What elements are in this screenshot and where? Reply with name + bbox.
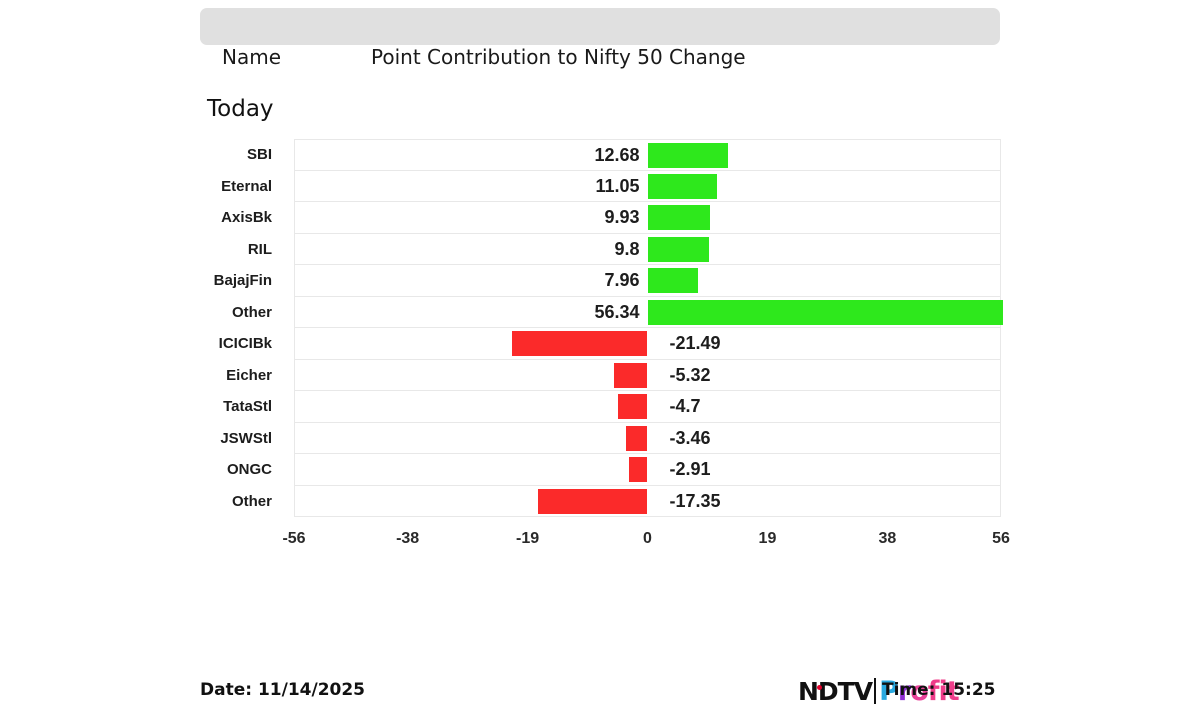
chart-row: -21.49 [294, 328, 1001, 360]
bar-value-label: 11.05 [595, 175, 640, 196]
row-left-edge [294, 170, 295, 201]
logo-profit-r: r [897, 675, 911, 707]
row-left-edge [294, 296, 295, 327]
bar-neg[interactable] [511, 331, 648, 356]
x-axis: -56 -38 -19 0 19 38 56 [282, 530, 1009, 556]
bar-pos[interactable] [647, 173, 718, 199]
column-header-point-contribution: Point Contribution to Nifty 50 Change [371, 45, 746, 69]
logo-divider [874, 678, 877, 704]
bar-value-label: 7.96 [604, 270, 640, 290]
row-right-edge [1000, 359, 1001, 390]
logo-profit-text: Profit [879, 675, 960, 707]
row-right-edge [1000, 265, 1001, 296]
footer-time: Time: 15:25 [882, 680, 996, 700]
logo-profit-p: P [879, 675, 899, 707]
bar-pos[interactable] [647, 205, 711, 230]
bar-value-label: -3.46 [669, 427, 711, 448]
category-label: TataStl [223, 398, 272, 415]
category-label: JSWStl [220, 429, 272, 447]
logo-profit-fit: fit [927, 675, 960, 707]
row-left-edge [294, 202, 295, 233]
x-axis-tick-label: -19 [516, 530, 540, 547]
row-right-edge [1000, 422, 1001, 453]
x-axis-tick-label: 19 [758, 530, 777, 547]
chart-row: -3.46 [294, 422, 1001, 454]
chart-row: 9.8 [294, 233, 1001, 265]
bar-value-label: -2.91 [669, 459, 711, 479]
chart-row: -2.91 [294, 454, 1001, 486]
bar-pos[interactable] [647, 143, 728, 168]
category-axis: SBI Eternal AxisBk RIL BajajFin Other ICICIBk E… [150, 139, 284, 517]
bar-neg[interactable] [537, 488, 648, 514]
row-left-edge [294, 233, 295, 264]
x-axis-tick-label: -38 [396, 530, 420, 547]
row-right-edge [1000, 391, 1001, 422]
section-title-today: Today [207, 96, 274, 122]
category-label: Eternal [221, 177, 272, 195]
x-axis-tick-label: 0 [643, 530, 652, 547]
column-header-name: Name [222, 45, 282, 69]
row-right-edge [1000, 328, 1001, 359]
chart-row: 9.93 [294, 202, 1001, 234]
chart-row: -4.7 [294, 391, 1001, 423]
row-left-edge [294, 265, 295, 296]
row-right-edge [1000, 140, 1001, 170]
bar-chart-plot: 12.68 11.05 9.93 9.8 7.96 56.34 -21.49 -5.32 -4.… [294, 139, 1004, 517]
ndtv-profit-logo: NDTV Profit [798, 675, 960, 707]
category-label: RIL [247, 240, 272, 258]
category-label: BajajFin [213, 272, 272, 289]
category-label: Other [231, 492, 272, 510]
bar-pos[interactable] [647, 236, 710, 262]
category-label: ICICIBk [218, 335, 272, 352]
row-right-edge [1000, 170, 1001, 201]
category-label: Eicher [226, 366, 272, 384]
row-right-edge [1000, 233, 1001, 264]
header-bar [200, 8, 1000, 45]
category-label: Other [231, 303, 272, 321]
x-axis-tick-label: 56 [992, 530, 1010, 547]
x-axis-tick-label: -56 [282, 530, 306, 547]
row-right-edge [1000, 485, 1001, 516]
row-left-edge [294, 391, 295, 422]
bar-value-label: 9.93 [604, 207, 640, 227]
chart-row: -5.32 [294, 359, 1001, 391]
chart-row: -17.35 [294, 485, 1001, 517]
bar-neg[interactable] [625, 425, 648, 451]
chart-row: 56.34 [294, 296, 1004, 328]
bar-pos[interactable] [647, 299, 1004, 325]
row-left-edge [294, 140, 295, 170]
logo-profit-o: o [910, 675, 929, 707]
footer-date: Date: 11/14/2025 [200, 680, 366, 700]
bar-neg[interactable] [629, 457, 648, 482]
category-label: SBI [246, 146, 272, 163]
bar-neg[interactable] [613, 362, 648, 388]
bar-value-label: 9.8 [614, 238, 640, 259]
row-left-edge [294, 328, 295, 359]
bar-value-label: 56.34 [594, 301, 640, 322]
row-right-edge [1000, 454, 1001, 485]
bar-value-label: -21.49 [669, 333, 721, 353]
logo-ndtv-text: NDTV [798, 676, 873, 706]
category-label: AxisBk [221, 209, 272, 226]
bar-value-label: 12.68 [594, 145, 640, 165]
bar-pos[interactable] [647, 268, 698, 293]
category-label: ONGC [227, 461, 272, 478]
row-left-edge [294, 454, 295, 485]
row-left-edge [294, 422, 295, 453]
logo-dot-icon [817, 685, 822, 690]
row-left-edge [294, 359, 295, 390]
bar-value-label: -5.32 [669, 364, 711, 385]
chart-row: 7.96 [294, 265, 1001, 297]
chart-row: 12.68 [294, 139, 1001, 171]
bar-value-label: -4.7 [669, 396, 701, 416]
chart-row: 11.05 [294, 170, 1001, 202]
bar-value-label: -17.35 [669, 490, 721, 511]
bar-neg[interactable] [617, 394, 648, 419]
row-right-edge [1000, 202, 1001, 233]
row-left-edge [294, 485, 295, 516]
x-axis-tick-label: 38 [878, 530, 897, 547]
